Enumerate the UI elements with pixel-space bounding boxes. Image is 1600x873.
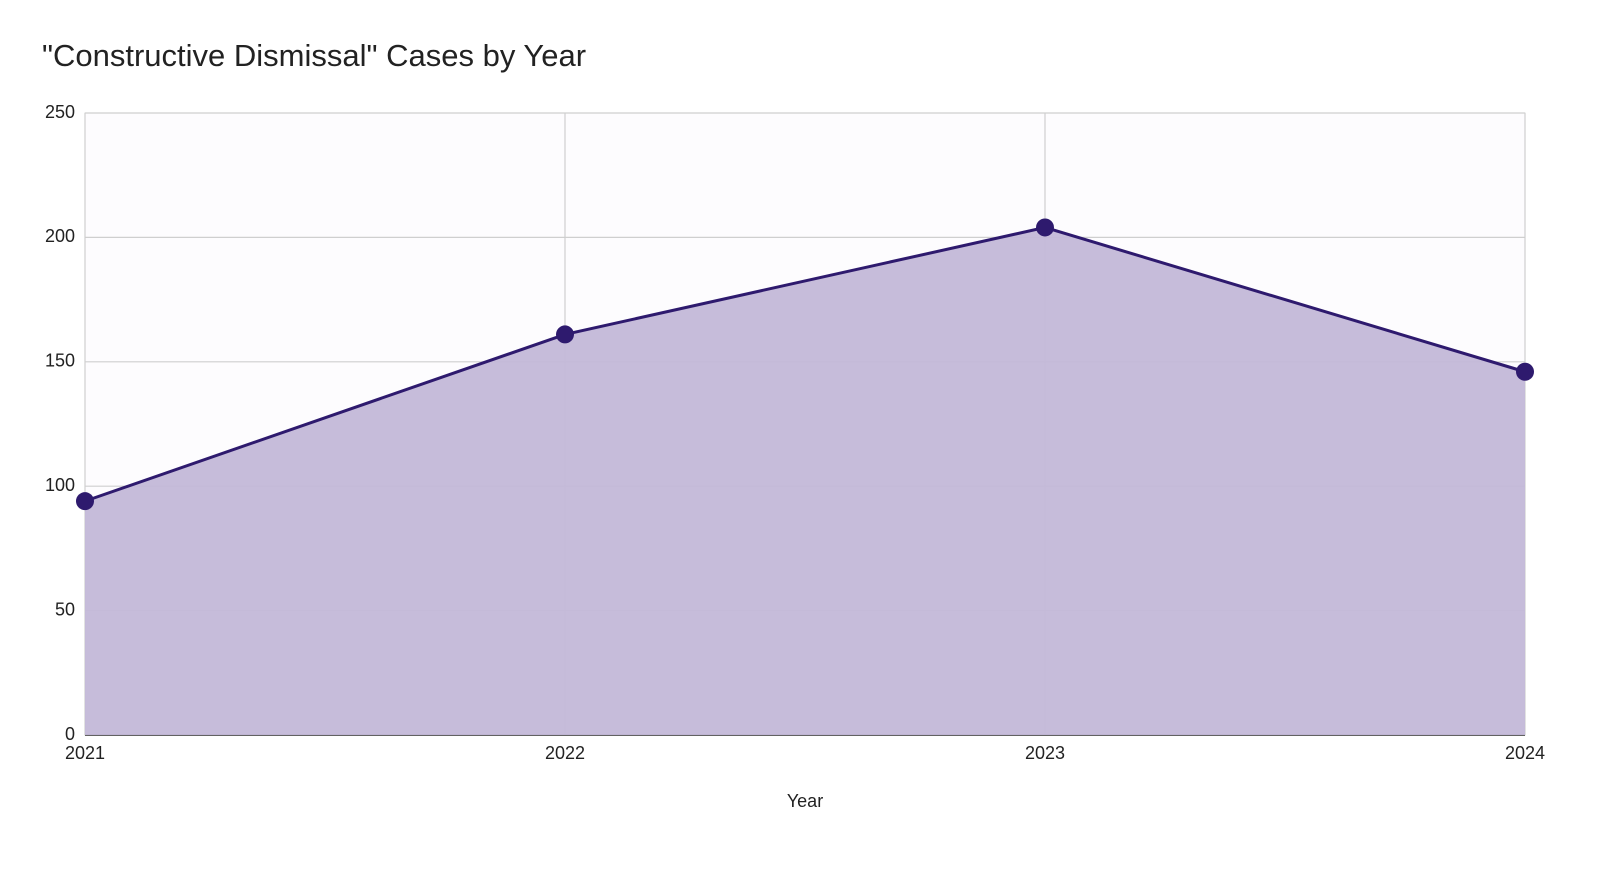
x-tick-label: 2023: [1025, 743, 1065, 763]
x-tick-label: 2021: [65, 743, 105, 763]
y-tick-label: 50: [55, 599, 75, 619]
x-tick-label: 2024: [1505, 743, 1545, 763]
point: [1516, 362, 1534, 381]
y-tick-label: 100: [45, 475, 75, 495]
y-tick-label: 200: [45, 226, 75, 246]
line: [84, 225, 1526, 503]
point: [556, 325, 574, 344]
point: [1036, 218, 1054, 237]
y-tick-label: 0: [65, 724, 75, 744]
area: [85, 227, 1525, 735]
chart-title: "Constructive Dismissal" Cases by Year: [42, 38, 586, 73]
x-axis-title: Year: [787, 791, 823, 811]
point: [76, 492, 94, 511]
x-tick-label: 2022: [545, 743, 585, 763]
y-tick-label: 250: [45, 102, 75, 122]
y-tick-label: 150: [45, 351, 75, 371]
